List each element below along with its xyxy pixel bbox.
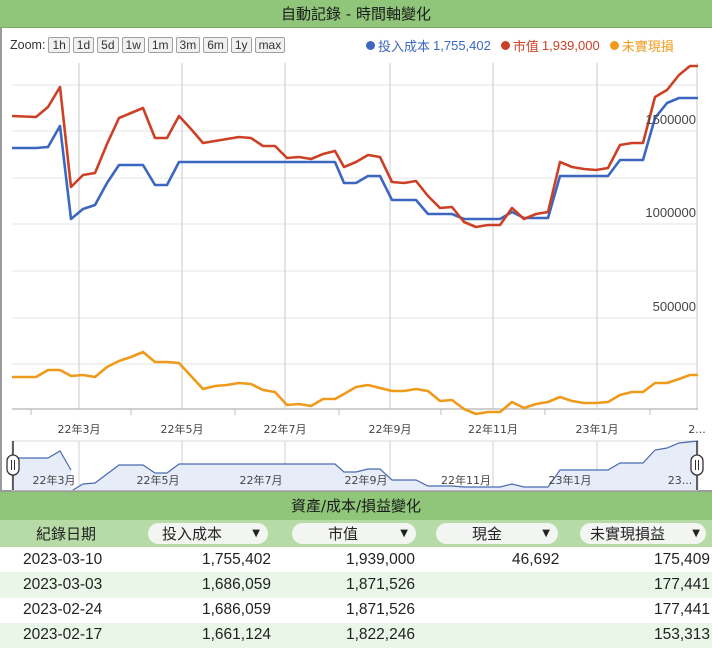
- table-row[interactable]: 2023-03-10 1,755,402 1,939,000 46,692 17…: [0, 547, 712, 572]
- series-value-line[interactable]: [11, 64, 698, 229]
- chart-section-header: 自動記錄 - 時間軸變化: [0, 0, 712, 28]
- range-selector[interactable]: 22年3月 22年5月 22年7月 22年9月 22年11月 23年1月 23.…: [6, 440, 704, 491]
- legend-cost-name: 投入成本: [378, 39, 431, 54]
- x-tick-label: 22年3月: [58, 422, 101, 436]
- zoom-6m-button[interactable]: 6m: [203, 37, 228, 53]
- range-tick-label: 23年1月: [549, 473, 592, 487]
- cell-cost: 1,661,124: [202, 626, 271, 644]
- cell-pnl: 175,409: [653, 550, 710, 568]
- legend-item-value[interactable]: 市值 1,939,000: [500, 36, 600, 55]
- series-cost-line[interactable]: [12, 96, 698, 221]
- cell-date: 2023-03-03: [23, 575, 103, 593]
- legend-dot-icon: [500, 41, 510, 50]
- zoom-label: Zoom:: [10, 38, 46, 52]
- x-tick-label: 23年1月: [576, 422, 619, 436]
- legend-value-value: 1,939,000: [541, 38, 600, 53]
- legend-item-pnl[interactable]: 未實現損: [609, 36, 674, 55]
- x-tick-label: 22年7月: [264, 422, 307, 436]
- legend-item-cost[interactable]: 投入成本 1,755,402: [366, 36, 491, 55]
- table-title: 資產/成本/損益變化: [290, 497, 422, 515]
- range-tick-label: 22年7月: [240, 473, 283, 487]
- zoom-5d-button[interactable]: 5d: [97, 37, 119, 53]
- legend-pnl-name: 未實現損: [621, 39, 674, 54]
- header-value-dropdown[interactable]: 市值 ▼: [292, 523, 416, 544]
- y-tick-1000000: 1000000: [645, 205, 696, 220]
- header-pnl-dropdown[interactable]: 未實現損益 ▼: [580, 523, 706, 544]
- range-tick-label: 23...: [668, 474, 693, 487]
- header-value-label: 市值: [328, 525, 359, 543]
- chart-title: 自動記錄 - 時間軸變化: [281, 5, 431, 23]
- cell-date: 2023-03-10: [23, 550, 103, 568]
- chart-container: [0, 28, 712, 492]
- x-tick-label: 22年9月: [369, 422, 412, 436]
- chevron-down-icon: ▼: [252, 528, 260, 539]
- cell-pnl: 177,441: [653, 601, 710, 619]
- y-gridlines: [12, 84, 698, 365]
- zoom-1w-button[interactable]: 1w: [121, 37, 145, 53]
- series-pnl-line[interactable]: [12, 350, 698, 416]
- x-gridlines: [78, 63, 698, 409]
- range-handle-right[interactable]: [690, 454, 704, 476]
- x-tick-label: 22年11月: [468, 422, 518, 436]
- range-tick-label: 22年3月: [33, 473, 76, 487]
- zoom-3m-button[interactable]: 3m: [175, 37, 201, 53]
- header-pnl-label: 未實現損益: [590, 525, 666, 543]
- header-cost-dropdown[interactable]: 投入成本 ▼: [148, 523, 268, 544]
- legend-cost-value: 1,755,402: [433, 38, 491, 53]
- table-row[interactable]: 2023-03-03 1,686,059 1,871,526 177,441: [0, 572, 712, 598]
- cell-date: 2023-02-24: [23, 601, 103, 619]
- table-row[interactable]: 2023-02-24 1,686,059 1,871,526 177,441: [0, 598, 712, 623]
- range-handle-left[interactable]: [6, 454, 20, 476]
- cell-value: 1,871,526: [346, 575, 415, 593]
- table-body: 2023-03-10 1,755,402 1,939,000 46,692 17…: [0, 547, 712, 648]
- cell-pnl: 177,441: [653, 575, 710, 593]
- table-row[interactable]: 2023-02-17 1,661,124 1,822,246 153,313: [0, 622, 712, 648]
- zoom-1y-button[interactable]: 1y: [230, 37, 252, 53]
- chevron-down-icon: ▼: [692, 528, 700, 539]
- zoom-1h-button[interactable]: 1h: [48, 37, 70, 53]
- header-cash-dropdown[interactable]: 現金 ▼: [436, 523, 558, 544]
- header-cash-label: 現金: [472, 525, 503, 543]
- table-section-header: 資產/成本/損益變化: [0, 492, 712, 520]
- legend-dot-icon: [609, 41, 619, 50]
- range-area: [14, 451, 71, 490]
- cell-pnl: 153,313: [653, 626, 710, 644]
- chevron-down-icon: ▼: [542, 528, 550, 539]
- cell-cost: 1,686,059: [202, 601, 271, 619]
- zoom-1d-button[interactable]: 1d: [72, 37, 95, 53]
- zoom-max-button[interactable]: max: [254, 37, 286, 53]
- header-cost-label: 投入成本: [162, 525, 223, 543]
- range-area: [73, 441, 698, 490]
- x-minor-ticks: [30, 409, 651, 415]
- y-tick-500000: 500000: [653, 299, 696, 314]
- range-tick-label: 22年11月: [441, 473, 491, 487]
- cell-value: 1,939,000: [346, 550, 415, 568]
- range-tick-label: 22年5月: [137, 473, 180, 487]
- table-header-row: 紀錄日期 投入成本 ▼ 市值 ▼ 現金 ▼ 未實現損益 ▼: [0, 520, 712, 547]
- zoom-1m-button[interactable]: 1m: [147, 37, 173, 53]
- legend-dot-icon: [366, 41, 375, 50]
- chart-legend: 投入成本 1,755,402 市值 1,939,000 未實現損: [366, 36, 674, 55]
- cell-value: 1,871,526: [346, 601, 415, 619]
- legend-value-name: 市值: [512, 39, 539, 54]
- cell-value: 1,822,246: [346, 626, 415, 644]
- range-tick-label: 22年9月: [345, 473, 388, 487]
- chevron-down-icon: ▼: [400, 528, 408, 539]
- header-date: 紀錄日期: [35, 525, 96, 543]
- cell-date: 2023-02-17: [23, 626, 103, 644]
- x-tick-label: 2...: [688, 423, 706, 436]
- cell-cost: 1,686,059: [202, 575, 271, 593]
- zoom-controls: Zoom: 1h 1d 5d 1w 1m 3m 6m 1y max: [10, 37, 286, 53]
- y-tick-1500000: 1500000: [645, 112, 696, 127]
- cell-cost: 1,755,402: [202, 550, 271, 568]
- line-chart: 1500000 1000000 500000 22年3月 22年5月 22年7月…: [6, 63, 706, 491]
- cell-cash: 46,692: [512, 550, 560, 568]
- x-tick-label: 22年5月: [161, 422, 204, 436]
